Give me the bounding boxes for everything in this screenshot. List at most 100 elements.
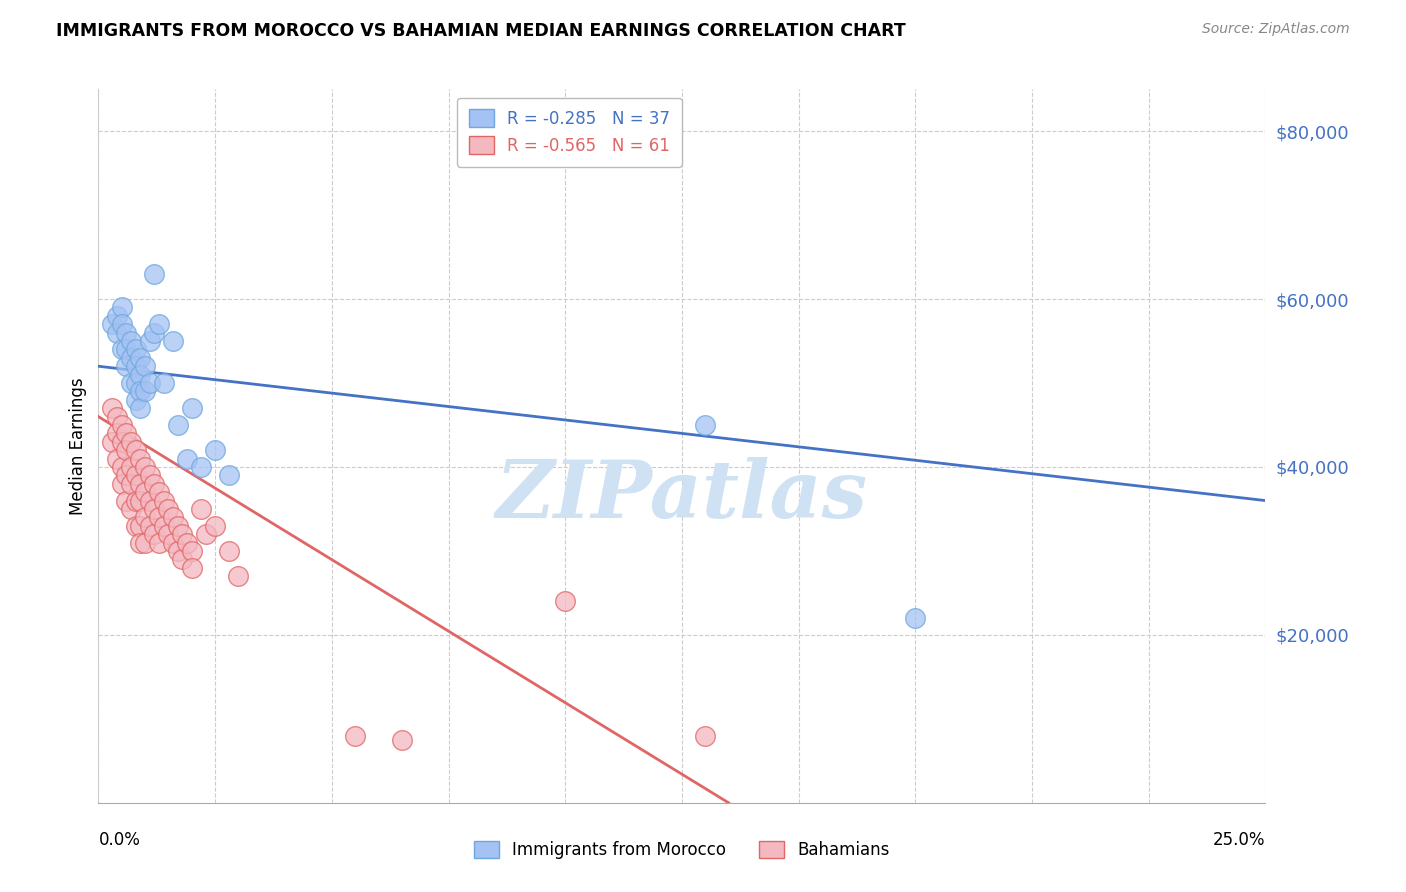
Point [152,376,174,390]
Text: ZIPatlas: ZIPatlas [496,458,868,534]
Point [129,384,152,399]
Point [172,527,194,541]
Point [120,434,142,449]
Point [204,443,226,458]
Point [143,527,166,541]
Point [180,544,202,558]
Point [162,535,184,549]
Point [111,318,134,332]
Point [105,326,128,340]
Point [115,343,138,357]
Point [125,343,148,357]
Point [139,334,162,348]
Point [129,401,152,416]
Y-axis label: Median Earnings: Median Earnings [69,377,87,515]
Point [105,451,128,466]
Point [157,527,180,541]
Point [111,417,134,432]
Point [166,518,188,533]
Point [134,359,156,374]
Point [162,334,184,348]
Point [148,535,170,549]
Point [176,535,198,549]
Point [129,368,152,382]
Legend: R = -0.285   N = 37, R = -0.565   N = 61: R = -0.285 N = 37, R = -0.565 N = 61 [457,97,682,167]
Point [134,460,156,475]
Point [105,409,128,424]
Point [115,468,138,483]
Point [101,401,124,416]
Point [105,309,128,323]
Point [125,468,148,483]
Point [143,502,166,516]
Point [148,510,170,524]
Point [134,535,156,549]
Point [125,376,148,390]
Text: 25.0%: 25.0% [1213,831,1265,849]
Point [111,343,134,357]
Point [120,476,142,491]
Point [129,351,152,365]
Point [218,468,240,483]
Point [115,326,138,340]
Point [115,443,138,458]
Point [166,544,188,558]
Point [143,476,166,491]
Point [143,326,166,340]
Point [139,518,162,533]
Point [129,451,152,466]
Point [139,493,162,508]
Point [115,359,138,374]
Point [111,301,134,315]
Point [194,527,217,541]
Text: Source: ZipAtlas.com: Source: ZipAtlas.com [1202,22,1350,37]
Point [101,318,124,332]
Point [125,392,148,407]
Point [148,485,170,500]
Point [190,502,212,516]
Point [105,426,128,441]
Point [204,518,226,533]
Point [134,384,156,399]
Point [695,417,717,432]
Point [904,611,927,625]
Point [143,267,166,281]
Point [129,518,152,533]
Point [344,729,367,743]
Point [115,493,138,508]
Point [166,417,188,432]
Point [148,318,170,332]
Point [125,359,148,374]
Point [115,426,138,441]
Point [120,376,142,390]
Point [125,493,148,508]
Point [391,732,413,747]
Point [111,460,134,475]
Point [120,351,142,365]
Point [695,729,717,743]
Point [101,434,124,449]
Point [157,502,180,516]
Point [111,434,134,449]
Point [139,376,162,390]
Point [120,502,142,516]
Point [120,460,142,475]
Point [139,468,162,483]
Point [152,518,174,533]
Text: 0.0%: 0.0% [98,831,141,849]
Point [125,443,148,458]
Point [228,569,250,583]
Point [180,560,202,574]
Point [162,510,184,524]
Point [129,476,152,491]
Point [129,535,152,549]
Point [176,451,198,466]
Point [152,493,174,508]
Point [218,544,240,558]
Point [180,401,202,416]
Point [129,493,152,508]
Point [190,460,212,475]
Point [134,485,156,500]
Point [120,334,142,348]
Text: IMMIGRANTS FROM MOROCCO VS BAHAMIAN MEDIAN EARNINGS CORRELATION CHART: IMMIGRANTS FROM MOROCCO VS BAHAMIAN MEDI… [56,22,905,40]
